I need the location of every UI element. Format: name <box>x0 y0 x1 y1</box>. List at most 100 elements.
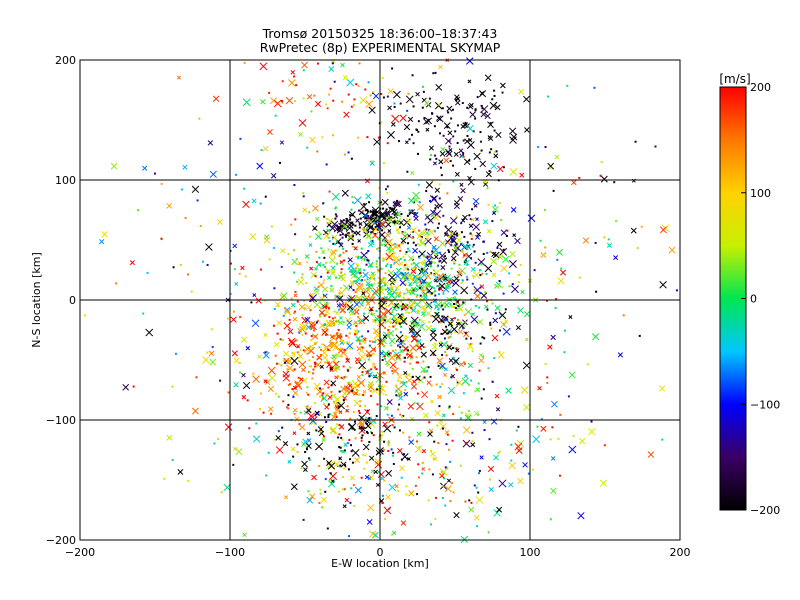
data-point <box>429 158 432 161</box>
data-point <box>251 319 260 328</box>
data-point <box>374 235 377 238</box>
data-point <box>338 390 341 393</box>
data-point <box>325 327 328 330</box>
data-point <box>292 368 295 371</box>
data-point <box>309 418 312 421</box>
data-point <box>423 118 430 125</box>
data-point <box>404 388 407 391</box>
data-point <box>384 357 387 360</box>
data-point <box>317 285 320 288</box>
data-point <box>313 402 316 405</box>
data-point <box>429 349 437 357</box>
data-point <box>444 226 453 234</box>
data-point <box>417 243 420 246</box>
data-point <box>316 62 319 65</box>
data-point <box>313 301 321 309</box>
data-point <box>438 64 443 70</box>
data-point <box>335 215 338 218</box>
data-point <box>455 379 464 387</box>
data-point <box>511 283 514 286</box>
data-point <box>490 257 498 265</box>
data-point <box>365 430 368 433</box>
data-point <box>367 81 370 84</box>
data-point <box>636 247 639 250</box>
data-point <box>398 295 401 298</box>
data-point <box>487 203 490 206</box>
data-point <box>374 460 383 469</box>
x-tick-label: −200 <box>65 546 95 559</box>
data-point <box>448 236 451 239</box>
data-point <box>239 137 242 140</box>
data-point <box>326 275 332 280</box>
data-point <box>132 385 135 388</box>
data-point <box>353 399 361 407</box>
data-point <box>283 350 290 357</box>
data-point <box>115 282 118 285</box>
data-point <box>346 306 349 309</box>
data-point <box>447 111 450 114</box>
data-point <box>480 105 489 114</box>
data-point <box>386 364 389 367</box>
data-point <box>396 373 403 380</box>
data-point <box>406 372 411 378</box>
data-point <box>292 407 298 413</box>
data-point <box>383 506 392 515</box>
data-point <box>282 441 289 447</box>
data-point <box>293 368 296 371</box>
data-point <box>348 332 351 335</box>
data-point <box>502 255 510 264</box>
data-point <box>436 226 439 229</box>
data-point <box>417 130 420 133</box>
data-point <box>415 212 418 215</box>
data-point <box>491 334 499 342</box>
data-point <box>474 293 481 299</box>
data-point <box>376 268 379 271</box>
data-point <box>325 313 328 316</box>
data-point <box>427 499 430 502</box>
data-point <box>327 307 330 310</box>
data-point <box>281 339 284 342</box>
data-point <box>309 493 316 500</box>
data-point <box>362 389 367 394</box>
data-point <box>338 292 341 295</box>
data-point <box>441 353 444 356</box>
data-point <box>358 221 363 226</box>
colorbar-label: [m/s] <box>719 72 750 86</box>
data-point <box>413 212 419 218</box>
data-point <box>600 175 608 183</box>
data-point <box>480 111 487 118</box>
data-point <box>557 277 565 285</box>
data-point <box>383 479 386 482</box>
data-point <box>306 146 309 149</box>
data-point <box>252 293 257 297</box>
data-point <box>466 263 469 266</box>
data-point <box>359 217 362 220</box>
data-point <box>332 242 335 245</box>
data-point <box>287 459 292 464</box>
data-point <box>447 407 450 410</box>
data-point <box>358 425 363 430</box>
data-point <box>329 366 334 371</box>
data-point <box>544 363 547 366</box>
data-point <box>304 306 307 309</box>
data-point <box>365 263 368 266</box>
data-point <box>399 273 407 281</box>
data-point <box>397 232 400 235</box>
data-point <box>366 283 373 290</box>
data-point <box>471 312 476 317</box>
data-point <box>353 329 359 334</box>
data-point <box>373 348 376 351</box>
data-point <box>494 204 497 207</box>
data-point <box>302 97 305 100</box>
data-point <box>389 266 392 269</box>
data-point <box>349 501 352 504</box>
data-point <box>527 472 530 475</box>
data-point <box>400 476 403 479</box>
data-point <box>345 235 348 238</box>
data-point <box>375 368 378 371</box>
data-point <box>478 469 481 472</box>
data-point <box>427 431 433 437</box>
data-point <box>434 342 437 345</box>
data-point <box>437 364 440 367</box>
data-point <box>369 217 372 220</box>
